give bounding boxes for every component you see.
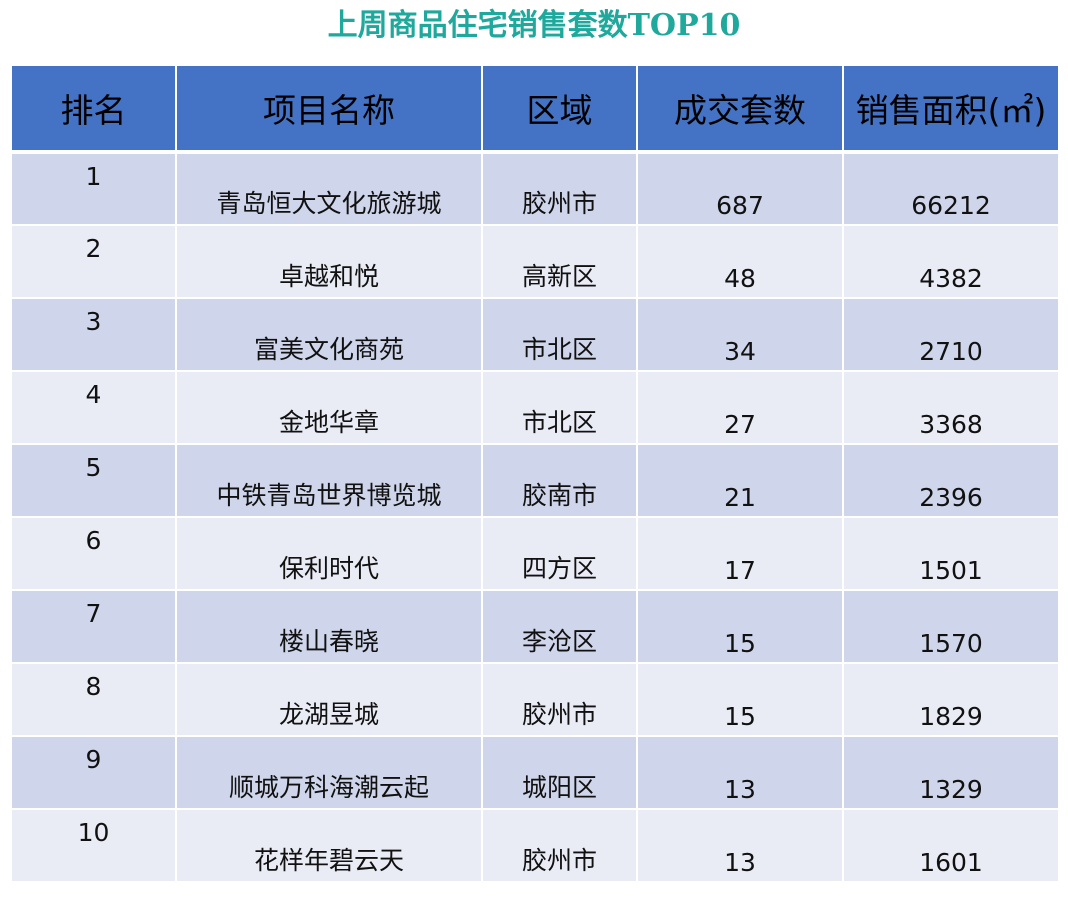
header-row: 排名 项目名称 区域 成交套数 销售面积(㎡): [12, 66, 1058, 154]
header-rank: 排名: [12, 66, 177, 154]
cell-project-name: 花样年碧云天: [175, 809, 483, 883]
cell-project-name: 顺城万科海潮云起: [175, 736, 483, 810]
cell-project-name: 富美文化商苑: [175, 298, 483, 372]
header-sales-area: 销售面积(㎡): [842, 66, 1058, 154]
cell-rank: 2: [12, 225, 177, 299]
table-row: 8 龙湖昱城 胶州市 15 1829: [12, 663, 1058, 737]
sales-ranking-table: 排名 项目名称 区域 成交套数 销售面积(㎡) 1 青岛恒大文化旅游城 胶州市 …: [12, 66, 1058, 883]
cell-units-sold: 13: [636, 736, 844, 810]
cell-rank: 3: [12, 298, 177, 372]
cell-project-name: 金地华章: [175, 371, 483, 445]
cell-sales-area: 1570: [842, 590, 1058, 664]
cell-sales-area: 1501: [842, 517, 1058, 591]
table-row: 2 卓越和悦 高新区 48 4382: [12, 225, 1058, 299]
table-row: 3 富美文化商苑 市北区 34 2710: [12, 298, 1058, 372]
header-units-sold: 成交套数: [636, 66, 844, 154]
cell-rank: 9: [12, 736, 177, 810]
table-row: 10 花样年碧云天 胶州市 13 1601: [12, 809, 1058, 883]
cell-area: 城阳区: [481, 736, 638, 810]
table-header: 排名 项目名称 区域 成交套数 销售面积(㎡): [12, 66, 1058, 154]
cell-sales-area: 3368: [842, 371, 1058, 445]
cell-rank: 6: [12, 517, 177, 591]
table-row: 9 顺城万科海潮云起 城阳区 13 1329: [12, 736, 1058, 810]
cell-units-sold: 15: [636, 590, 844, 664]
cell-sales-area: 4382: [842, 225, 1058, 299]
header-project-name: 项目名称: [175, 66, 483, 154]
cell-units-sold: 34: [636, 298, 844, 372]
cell-area: 市北区: [481, 298, 638, 372]
cell-project-name: 中铁青岛世界博览城: [175, 444, 483, 518]
table-row: 1 青岛恒大文化旅游城 胶州市 687 66212: [12, 152, 1058, 226]
cell-sales-area: 2710: [842, 298, 1058, 372]
cell-units-sold: 17: [636, 517, 844, 591]
table-row: 7 楼山春晓 李沧区 15 1570: [12, 590, 1058, 664]
cell-area: 胶州市: [481, 663, 638, 737]
cell-units-sold: 27: [636, 371, 844, 445]
cell-area: 高新区: [481, 225, 638, 299]
cell-units-sold: 21: [636, 444, 844, 518]
cell-project-name: 青岛恒大文化旅游城: [175, 152, 483, 226]
cell-units-sold: 13: [636, 809, 844, 883]
cell-sales-area: 1601: [842, 809, 1058, 883]
table-row: 5 中铁青岛世界博览城 胶南市 21 2396: [12, 444, 1058, 518]
cell-rank: 10: [12, 809, 177, 883]
cell-rank: 7: [12, 590, 177, 664]
cell-sales-area: 1329: [842, 736, 1058, 810]
cell-rank: 8: [12, 663, 177, 737]
cell-sales-area: 1829: [842, 663, 1058, 737]
cell-area: 李沧区: [481, 590, 638, 664]
cell-area: 胶南市: [481, 444, 638, 518]
cell-area: 四方区: [481, 517, 638, 591]
cell-sales-area: 2396: [842, 444, 1058, 518]
cell-sales-area: 66212: [842, 152, 1058, 226]
cell-rank: 1: [12, 152, 177, 226]
table-row: 4 金地华章 市北区 27 3368: [12, 371, 1058, 445]
table-body: 1 青岛恒大文化旅游城 胶州市 687 66212 2 卓越和悦 高新区 48 …: [12, 152, 1058, 883]
cell-units-sold: 687: [636, 152, 844, 226]
cell-rank: 5: [12, 444, 177, 518]
header-area: 区域: [481, 66, 638, 154]
cell-project-name: 龙湖昱城: [175, 663, 483, 737]
cell-area: 胶州市: [481, 809, 638, 883]
cell-area: 市北区: [481, 371, 638, 445]
page-title: 上周商品住宅销售套数TOP10: [327, 8, 741, 43]
cell-units-sold: 48: [636, 225, 844, 299]
cell-project-name: 卓越和悦: [175, 225, 483, 299]
cell-units-sold: 15: [636, 663, 844, 737]
cell-project-name: 楼山春晓: [175, 590, 483, 664]
cell-area: 胶州市: [481, 152, 638, 226]
table-row: 6 保利时代 四方区 17 1501: [12, 517, 1058, 591]
cell-rank: 4: [12, 371, 177, 445]
cell-project-name: 保利时代: [175, 517, 483, 591]
